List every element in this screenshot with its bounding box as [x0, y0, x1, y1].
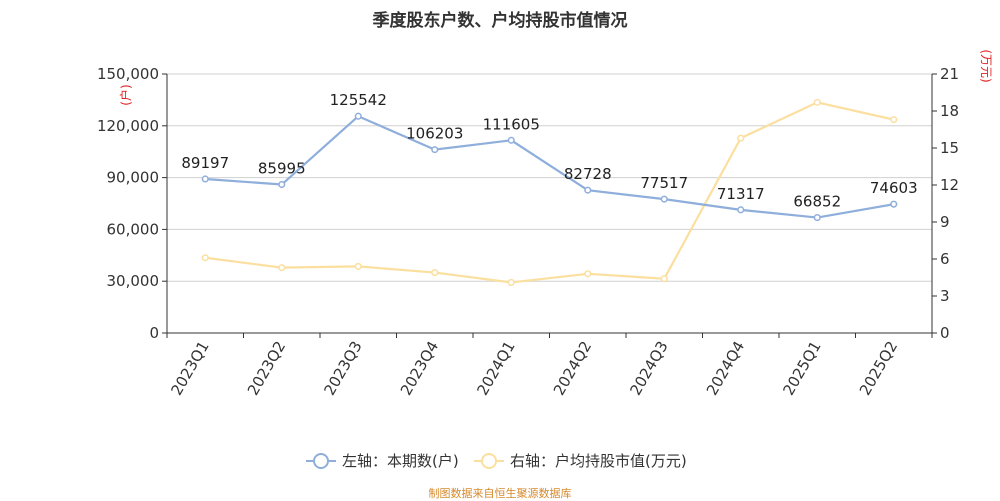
x-tick-label: 2024Q4: [703, 338, 748, 399]
left-series-point: [507, 136, 515, 144]
right-tick-label: 18: [940, 102, 959, 120]
left-tick-label: 30,000: [107, 272, 160, 290]
left-axis-unit: (户): [118, 84, 133, 105]
left-tick-label: 90,000: [107, 169, 160, 187]
data-label: 74603: [870, 179, 918, 197]
data-label: 125542: [330, 91, 387, 109]
x-tick-label: 2023Q4: [397, 338, 442, 399]
legend-item-right[interactable]: 右轴：户均持股市值(万元): [474, 452, 687, 470]
right-series-point: [354, 262, 362, 270]
right-series-point: [584, 270, 592, 278]
x-tick-label: 2023Q1: [167, 338, 212, 399]
right-series-point: [890, 116, 898, 124]
right-tick-label: 6: [940, 250, 950, 268]
right-series-line: [205, 101, 894, 284]
data-label: 106203: [406, 125, 463, 143]
right-tick-label: 9: [940, 213, 950, 231]
right-tick-label: 21: [940, 65, 959, 83]
data-label: 66852: [793, 193, 841, 211]
data-label: 89197: [181, 154, 229, 172]
right-series-point: [201, 254, 209, 262]
right-series-point: [813, 98, 821, 106]
x-tick-label: 2023Q2: [244, 338, 289, 399]
right-tick-label: 3: [940, 287, 950, 305]
data-labels: 89197 85995 125542 106203 111605 82728 77517 71…: [181, 91, 917, 210]
right-series-point: [507, 278, 515, 286]
right-tick-label: 15: [940, 139, 959, 157]
chart-title: 季度股东户数、户均持股市值情况: [372, 11, 628, 31]
x-tick-label: 2025Q2: [856, 338, 901, 399]
right-series: [201, 98, 898, 286]
source-note: 制图数据来自恒生聚源数据库: [428, 487, 572, 500]
left-series-point: [201, 175, 209, 183]
left-series-point: [584, 186, 592, 194]
data-label: 82728: [564, 165, 612, 183]
left-tick-label: 0: [149, 324, 159, 342]
left-series-point: [737, 206, 745, 214]
right-series-point: [278, 264, 286, 272]
right-series-point: [431, 269, 439, 277]
legend-label-left: 左轴：本期数(户): [342, 452, 459, 470]
right-series-point: [660, 275, 668, 283]
left-tick-label: 120,000: [97, 117, 159, 135]
right-tick-label: 12: [940, 176, 959, 194]
right-series-point: [737, 134, 745, 142]
left-tick-label: 60,000: [107, 220, 160, 238]
left-series-line: [205, 114, 894, 219]
x-tick-label: 2023Q3: [320, 338, 365, 399]
x-tick-label: 2025Q1: [779, 338, 824, 399]
data-label: 71317: [717, 185, 765, 203]
left-series-point: [354, 112, 362, 120]
right-tick-label: 0: [940, 324, 950, 342]
x-tick-label: 2024Q2: [550, 338, 595, 399]
right-axis-unit: (万元): [979, 49, 993, 82]
x-tick-label: 2024Q3: [626, 338, 671, 399]
left-tick-label: 150,000: [97, 65, 159, 83]
axes: [166, 74, 933, 333]
left-axis-ticks: 0 30,000 60,000 90,000 120,000 150,000: [97, 65, 167, 342]
left-series-point: [278, 180, 286, 189]
left-series-point: [890, 200, 898, 208]
data-label: 77517: [640, 174, 688, 192]
left-series: [201, 112, 898, 222]
left-series-point: [660, 195, 668, 203]
data-label: 111605: [483, 115, 540, 133]
left-series-point: [813, 214, 821, 222]
legend: 左轴：本期数(户) 右轴：户均持股市值(万元): [306, 452, 687, 470]
legend-label-right: 右轴：户均持股市值(万元): [510, 452, 687, 470]
legend-item-left[interactable]: 左轴：本期数(户): [306, 452, 459, 470]
data-label: 85995: [258, 160, 306, 178]
left-series-point: [431, 146, 439, 154]
x-axis-ticks: 2023Q1 2023Q2 2023Q3 2023Q4 2024Q1 2024Q2 2024…: [166, 333, 933, 399]
right-axis-ticks: 0 3 6 9 12 15 18 21: [932, 65, 959, 342]
x-tick-label: 2024Q1: [473, 338, 518, 399]
